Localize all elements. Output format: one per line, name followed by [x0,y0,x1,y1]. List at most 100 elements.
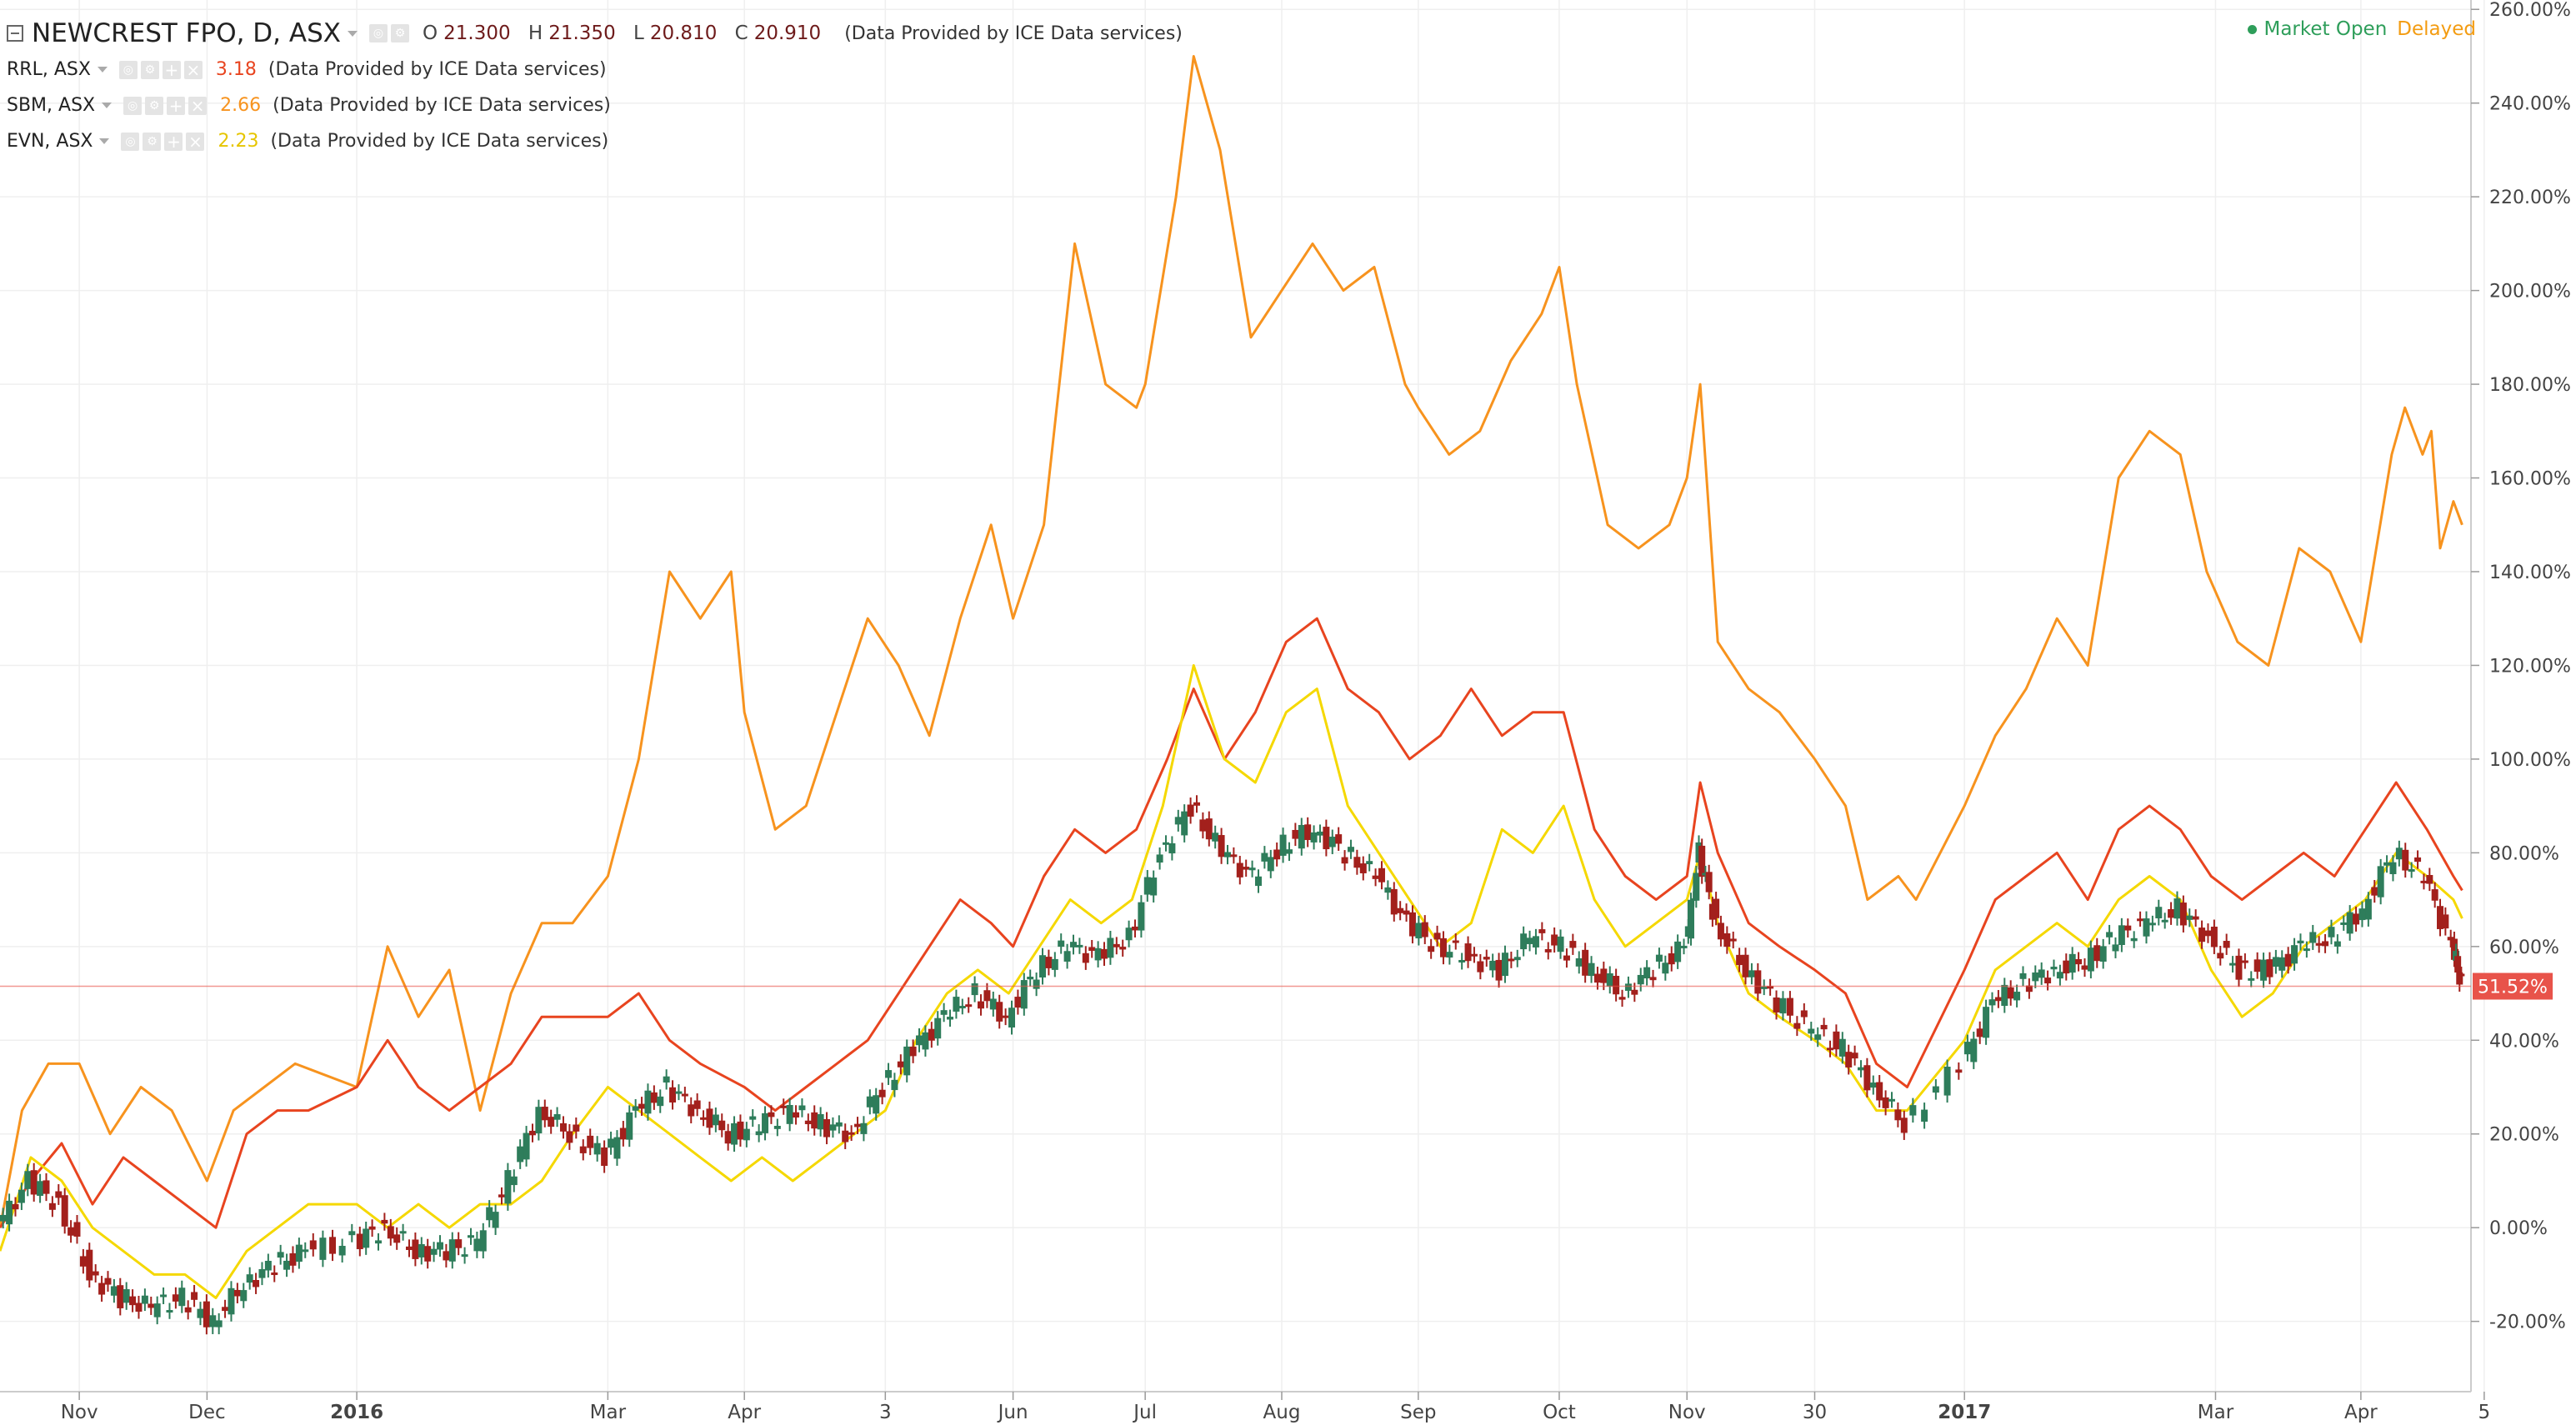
candle-body [786,1105,793,1124]
compare-symbol-label[interactable]: EVN, ASX [7,131,93,152]
compare-symbol-label[interactable]: SBM, ASX [7,95,96,116]
candle-body [92,1271,99,1276]
candle-body [104,1278,112,1285]
candle-body [1298,824,1305,849]
x-tick-label: Aug [1263,1402,1301,1423]
symbol-dropdown-icon[interactable] [102,102,113,108]
visibility-icon[interactable] [369,24,388,42]
add-icon[interactable] [167,96,186,115]
candle-body [1156,854,1163,863]
symbol-dropdown-icon[interactable] [99,138,110,144]
x-tick-label: Oct [1543,1402,1576,1423]
candle-body [1538,929,1546,933]
candle-body [848,1132,855,1135]
candle-body [2346,912,2353,934]
remove-icon[interactable] [186,132,205,151]
settings-icon[interactable] [391,24,410,42]
y-tick-label: 40.00% [2489,1031,2559,1052]
candle-body [1483,957,1490,960]
compare-series-tools [121,132,205,151]
symbol-dropdown-icon[interactable] [348,30,358,37]
candle-body [1415,922,1423,939]
candle-body [718,1120,726,1131]
candle-body [1827,1048,1834,1051]
candle-body [399,1231,407,1234]
candle-body [1045,957,1053,968]
candle-body [1366,861,1373,865]
y-tick-label: 0.00% [2489,1218,2548,1239]
candle-body [2309,932,2317,943]
candle-body [68,1227,75,1236]
settings-icon[interactable] [145,96,164,115]
candle-body [61,1195,68,1227]
candle-body [1384,887,1392,893]
collapse-legend-icon[interactable] [7,25,23,42]
visibility-icon[interactable] [118,60,138,79]
visibility-icon[interactable] [123,96,143,115]
close-value: 20.910 [753,22,822,44]
candle-body [743,1128,750,1141]
candle-body [517,1146,524,1162]
candle-body [1963,1042,1971,1055]
candle-body [148,1303,155,1308]
series-line [0,664,2463,1299]
x-tick-label: 2017 [1938,1402,1991,1423]
candle-body [2278,957,2286,971]
candle-body [1125,928,1133,941]
candle-body [2248,978,2255,981]
chart-legend: NEWCREST FPO, D, ASX O21.300 H21.350 L20… [7,15,1183,159]
candle-body [1107,938,1114,958]
candle-body [129,1296,137,1306]
candle-body [1143,877,1151,895]
candle-body [1101,948,1108,959]
symbol-dropdown-icon[interactable] [97,67,108,72]
candle-body [1513,957,1521,961]
candle-body [2137,918,2144,922]
candle-body [1637,974,1644,985]
candle-body [2112,944,2119,952]
candle-body [1698,845,1706,878]
main-symbol-label[interactable]: NEWCREST FPO, D, ASX [32,18,342,48]
candle-body [1894,1109,1902,1121]
settings-icon[interactable] [140,60,159,79]
market-open-dot-icon [2248,24,2258,34]
market-open-label: Market Open [2263,18,2388,40]
candle-body [1717,922,1724,940]
compare-symbol-label[interactable]: RRL, ASX [7,59,91,80]
visibility-icon[interactable] [121,132,140,151]
candle-body [688,1104,695,1117]
candle-body [1347,847,1354,852]
candle-body [2322,941,2329,947]
candle-body [283,1260,291,1270]
candle-body [1693,872,1700,901]
candle-body [381,1219,388,1224]
candle-body [302,1249,309,1252]
x-tick-label: Apr [2344,1402,2378,1423]
candle-body [1168,842,1176,854]
y-axis-labels: 260.00% 240.00% 220.00% 200.00% 180.00% 160.0… [2471,0,2571,1333]
candle-body [1316,831,1323,836]
candle-body [1851,1052,1858,1059]
settings-icon[interactable] [143,132,162,151]
candle-body [277,1252,284,1258]
candle-body [2087,948,2094,972]
remove-icon[interactable] [188,96,208,115]
add-icon[interactable] [164,132,183,151]
candle-body [2272,957,2279,968]
candle-body [2364,898,2372,920]
candle-body [12,1204,19,1210]
candle-body [1002,1015,1009,1018]
candle-body [1631,989,1638,995]
candle-body [989,998,997,1010]
add-icon[interactable] [162,60,181,79]
candle-body [348,1231,356,1236]
candle-body [983,990,991,1002]
remove-icon[interactable] [183,60,203,79]
compare-series-tools [118,60,203,79]
candle-body [1754,970,1762,994]
candle-body [319,1238,327,1260]
candle-body [1557,936,1564,952]
candle-body [934,1018,942,1039]
candle-body [2038,969,2045,978]
